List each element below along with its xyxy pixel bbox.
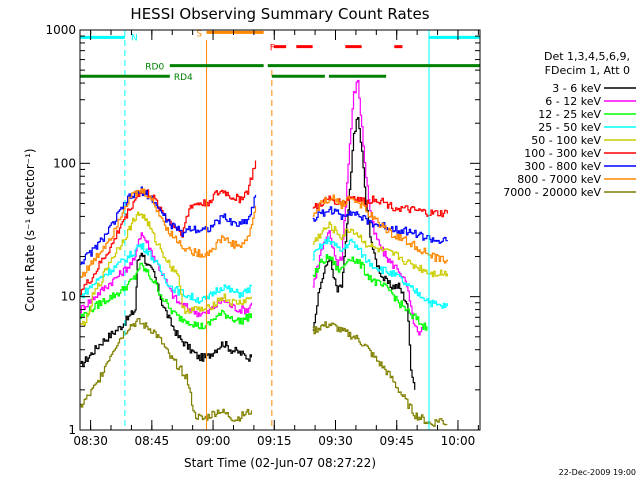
x-tick-label-1: 08:45: [135, 434, 170, 448]
legend-title-line-1: FDecim 1, Att 0: [545, 64, 630, 77]
y-tick-label-1: 10: [61, 290, 76, 304]
chart-title: HESSI Observing Summary Count Rates: [130, 5, 429, 23]
x-tick-label-6: 10:00: [441, 434, 476, 448]
y-tick-label-2: 100: [53, 156, 76, 170]
rd4-label: RD4: [174, 73, 193, 83]
x-tick-label-5: 09:45: [379, 434, 414, 448]
series-line-0-segment-1: [313, 118, 415, 390]
legend-label-8: 7000 - 20000 keV: [503, 186, 601, 199]
x-tick-label-4: 09:30: [318, 434, 353, 448]
legend-label-6: 300 - 800 keV: [524, 160, 601, 173]
x-tick-label-2: 09:00: [196, 434, 231, 448]
night-label: N: [131, 33, 138, 43]
y-tick-label-0: 1: [68, 423, 76, 437]
legend-label-7: 800 - 7000 keV: [517, 173, 601, 186]
series-line-1-segment-1: [313, 81, 423, 335]
series-line-4-segment-1: [313, 222, 448, 277]
legend-label-0: 3 - 6 keV: [552, 82, 601, 95]
x-axis-label: Start Time (02-Jun-07 08:27:22): [184, 456, 376, 470]
series-line-7-segment-1: [313, 195, 448, 263]
y-axis-label: Count Rate (s⁻¹ detector⁻¹): [23, 148, 37, 311]
legend-label-3: 25 - 50 keV: [538, 121, 601, 134]
series-line-7-segment-0: [80, 189, 256, 277]
rd0-label: RD0: [145, 63, 164, 73]
legend-label-2: 12 - 25 keV: [538, 108, 601, 121]
series-line-8-segment-0: [80, 319, 251, 422]
plot-data-layer: [80, 81, 447, 427]
x-tick-label-3: 09:15: [257, 434, 292, 448]
annotation-layer: N S F RD0 RD4: [80, 29, 480, 430]
count-rates-chart: N S F RD0 RD4 08:30 08:45 09:00 09:15 09:30 09:45…: [0, 0, 640, 480]
y-tick-label-3: 1000: [45, 23, 76, 37]
legend-label-5: 100 - 300 keV: [524, 147, 601, 160]
saa-label: S: [196, 29, 202, 39]
legend-label-4: 50 - 100 keV: [531, 134, 601, 147]
footer-date: 22-Dec-2009 19:00: [559, 468, 636, 477]
x-tick-label-0: 08:30: [73, 434, 108, 448]
series-line-6-segment-1: [313, 207, 448, 243]
legend-title-line-0: Det 1,3,4,5,6,9,: [544, 50, 630, 63]
legend-label-1: 6 - 12 keV: [545, 95, 601, 108]
legend: Det 1,3,4,5,6,9,FDecim 1, Att 0 3 - 6 keV…: [503, 50, 636, 199]
series-line-8-segment-1: [313, 322, 448, 427]
plot-frame: [80, 30, 480, 430]
flare-label: F: [270, 44, 275, 54]
